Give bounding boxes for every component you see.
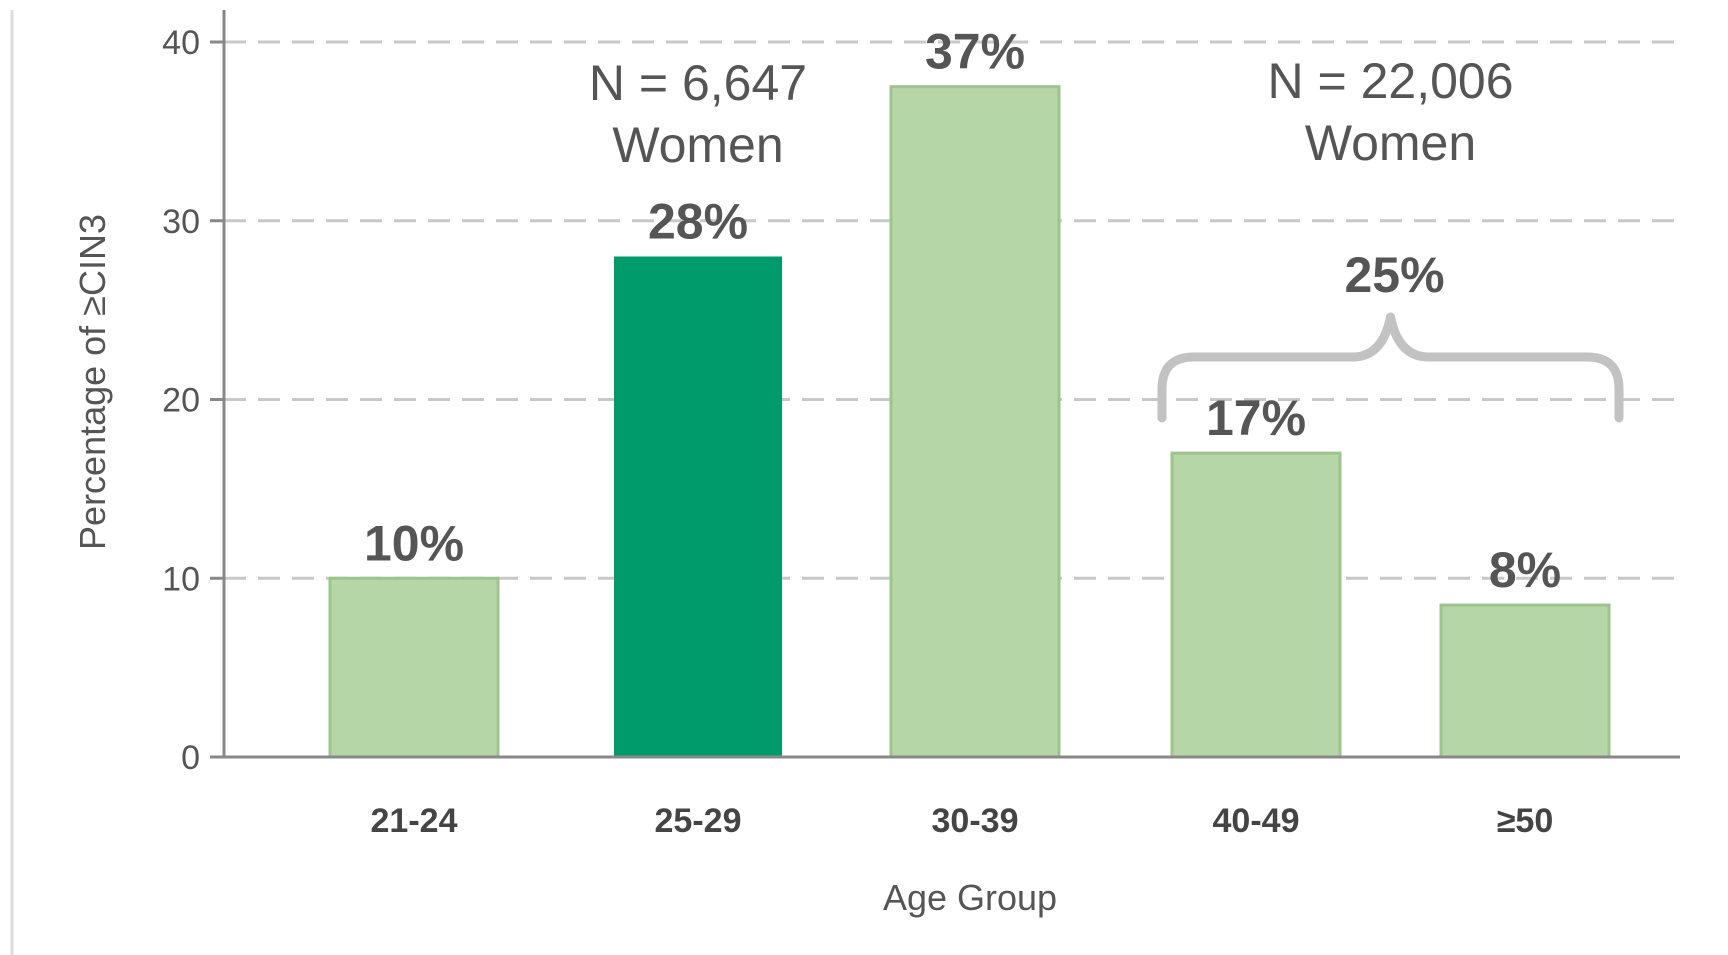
data-label: 10% [364,515,464,571]
x-tick-label: 25-29 [655,802,742,840]
y-tick-label: 40 [162,24,200,62]
x-tick-label: 21-24 [371,802,458,840]
sample-size-annotation: Women [1305,115,1476,171]
y-tick-label: 0 [181,739,200,777]
x-tick-label: 30-39 [932,802,1019,840]
data-label: 28% [648,194,748,250]
y-tick-label: 10 [162,560,200,598]
sample-size-annotation: N = 6,647 [589,55,807,111]
x-tick-label: 40-49 [1213,802,1300,840]
y-tick-label: 20 [162,382,200,420]
bar [891,87,1059,757]
bracket-label: 25% [1344,247,1444,303]
sample-size-annotation: N = 22,006 [1267,53,1513,109]
y-axis-ticks: 0 10 20 30 40 [162,24,224,777]
sample-size-annotation: Women [612,117,783,173]
bar [1172,453,1340,757]
data-label: 17% [1206,390,1306,446]
y-tick-label: 30 [162,203,200,241]
data-label: 8% [1489,542,1561,598]
x-tick-label: ≥50 [1497,802,1553,840]
x-axis-title: Age Group [883,877,1057,918]
x-axis-ticks: 21-24 25-29 30-39 40-49 ≥50 [371,802,1554,840]
bar [1441,605,1609,757]
bar [330,578,498,757]
y-axis-title: Percentage of ≥CIN3 [72,214,113,550]
bar [614,257,782,758]
data-label: 37% [925,24,1025,80]
